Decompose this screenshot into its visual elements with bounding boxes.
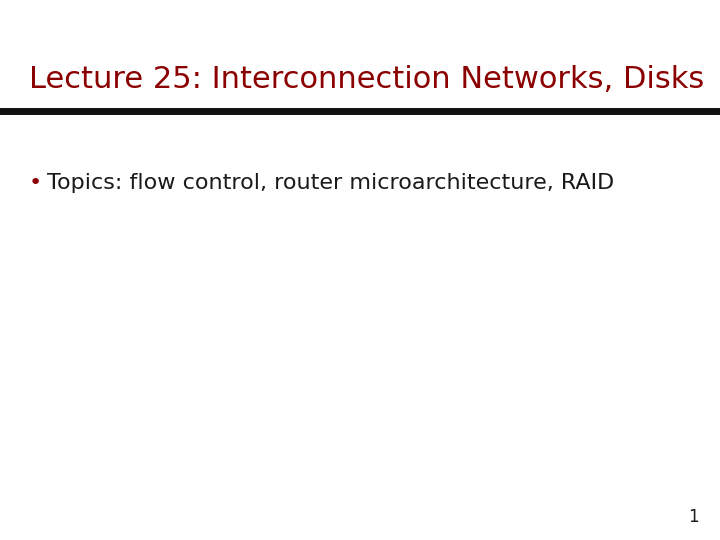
Text: •: • [29,173,42,193]
Text: 1: 1 [688,509,698,526]
Text: Lecture 25: Interconnection Networks, Disks: Lecture 25: Interconnection Networks, Di… [29,65,704,94]
Text: Topics: flow control, router microarchitecture, RAID: Topics: flow control, router microarchit… [47,173,614,193]
